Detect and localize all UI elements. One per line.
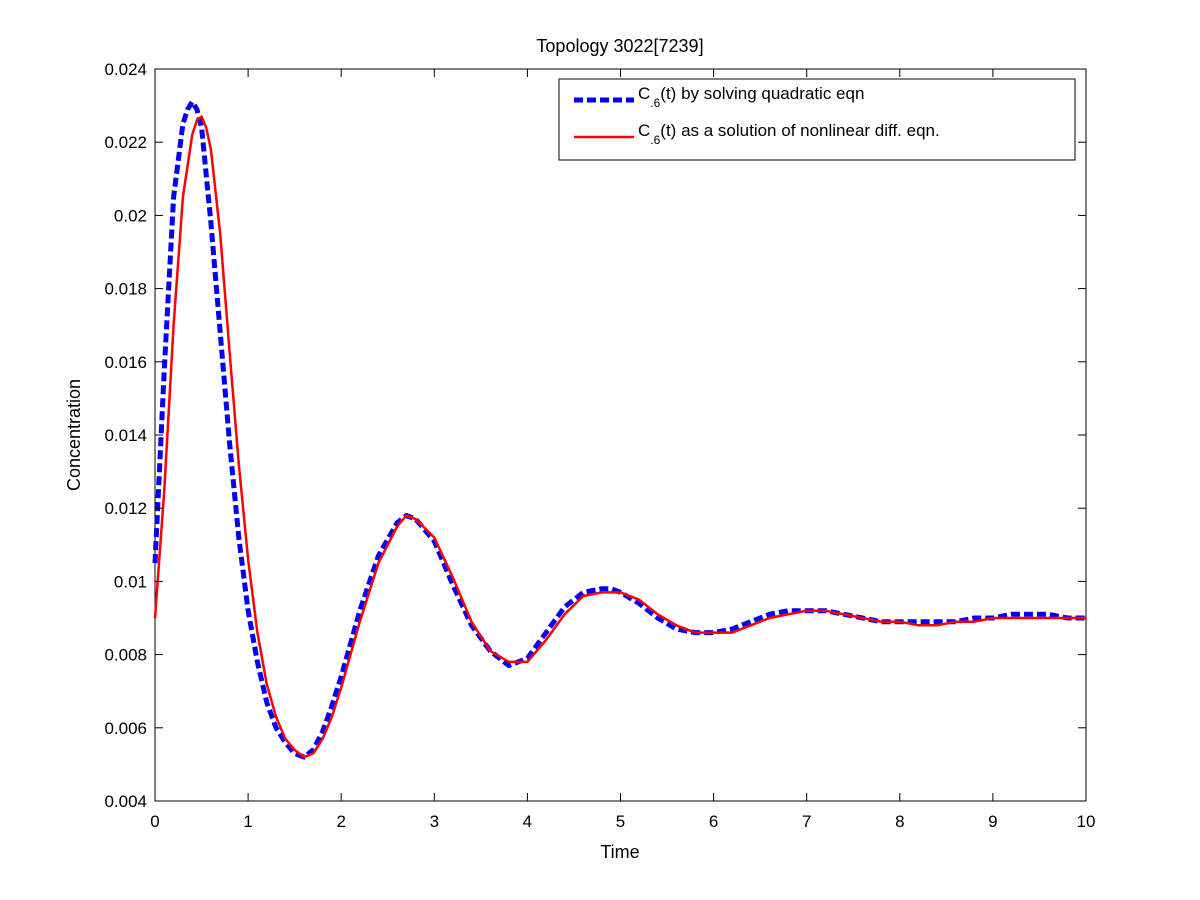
- tick-layer: 0 1 2 3 4 5 6 7 8 9 10 0.004 0.006 0.008 0.01 0.012 0.01…: [104, 60, 1095, 831]
- series-line-1: [153, 115, 1086, 759]
- legend-entry-nonlinear-suffix: (t) as a solution of nonlinear diff. eqn…: [660, 121, 939, 140]
- x-tick-label-8: 8: [895, 812, 904, 831]
- axes-frame: [154, 68, 1087, 802]
- plot-area: 0 1 2 3 4 5 6 7 8 9 10 0.004 0.006 0.008 0.01 0.012 0.01…: [104, 60, 1095, 831]
- y-tick-label-6: 0.016: [104, 353, 147, 372]
- x-tick-label-5: 5: [616, 812, 625, 831]
- x-tick-label-4: 4: [523, 812, 532, 831]
- legend-entry-quadratic-suffix: (t) by solving quadratic eqn: [660, 84, 864, 103]
- y-tick-label-5: 0.014: [104, 426, 147, 445]
- x-axis-label: Time: [600, 842, 639, 862]
- y-axis-label: Concentration: [64, 379, 84, 491]
- y-tick-label-2: 0.008: [104, 646, 147, 665]
- x-tick-label-9: 9: [988, 812, 997, 831]
- legend-entry-nonlinear: C.6(t) as a solution of nonlinear diff. …: [638, 121, 940, 147]
- y-tick-label-0: 0.004: [104, 792, 147, 811]
- y-tick-label-3: 0.01: [114, 572, 147, 591]
- x-tick-label-6: 6: [709, 812, 718, 831]
- y-tick-label-8: 0.02: [114, 206, 147, 225]
- x-tick-label-3: 3: [430, 812, 439, 831]
- y-tick-label-10: 0.024: [104, 60, 147, 79]
- y-tick-label-4: 0.012: [104, 499, 147, 518]
- series-layer: [152, 99, 1086, 760]
- legend-entry-quadratic-subscript: .6: [650, 96, 660, 110]
- x-tick-label-1: 1: [243, 812, 252, 831]
- x-tick-label-7: 7: [802, 812, 811, 831]
- legend: C.6(t) by solving quadratic eqn C.6(t) a…: [558, 78, 1076, 161]
- y-tick-label-9: 0.022: [104, 133, 147, 152]
- x-tick-label-0: 0: [150, 812, 159, 831]
- chart-title: Topology 3022[7239]: [536, 36, 703, 56]
- y-tick-label-7: 0.018: [104, 280, 147, 299]
- legend-entry-quadratic-prefix: C: [638, 84, 650, 103]
- legend-box: [558, 78, 1076, 161]
- x-tick-label-10: 10: [1077, 812, 1096, 831]
- x-tick-label-2: 2: [336, 812, 345, 831]
- y-tick-label-1: 0.006: [104, 719, 147, 738]
- legend-entry-quadratic: C.6(t) by solving quadratic eqn: [638, 84, 864, 110]
- legend-entry-nonlinear-prefix: C: [638, 121, 650, 140]
- legend-entry-nonlinear-subscript: .6: [650, 133, 660, 147]
